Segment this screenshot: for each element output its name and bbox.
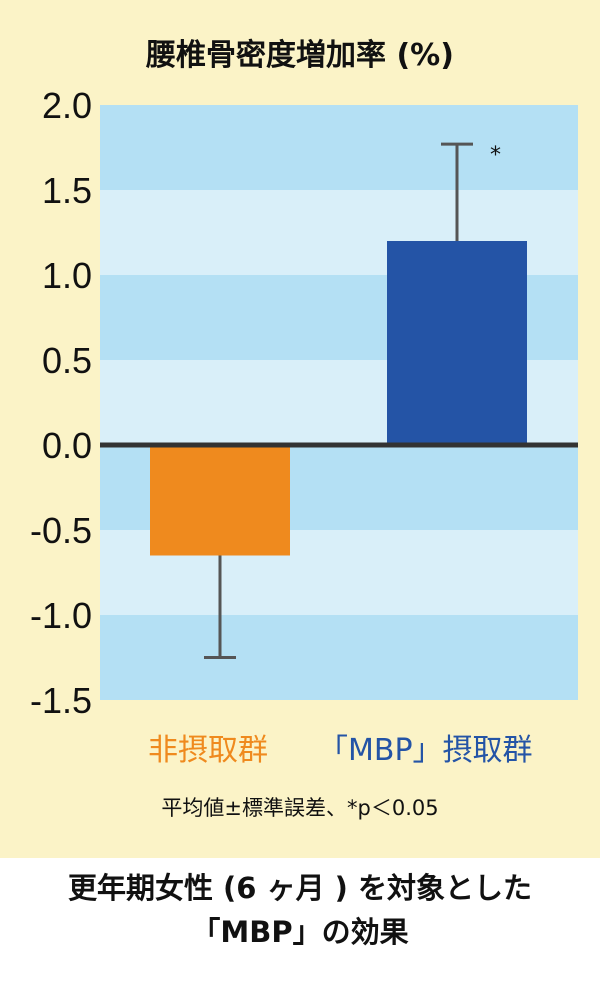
bar-non-intake [150,445,290,556]
y-tick-label: 1.0 [42,255,92,296]
figure-caption: 更年期女性 (6 ヶ月 ) を対象とした 「MBP」の効果 [0,866,600,954]
y-tick-label: 0.5 [42,340,92,381]
category-label-mbp-intake: 「MBP」摂取群 [318,733,533,768]
y-tick-label: -1.5 [30,680,92,721]
y-tick-label: 2.0 [42,85,92,126]
bar-mbp-intake [387,241,527,445]
chart-panel: 腰椎骨密度増加率 (%) 2.0 1.5 1.0 0.5 0.0 -0.5 -1.0 -1.5… [0,0,600,858]
y-tick-label: 1.5 [42,170,92,211]
chart-note: 平均値±標準誤差、*p＜0.05 [161,796,439,820]
category-label-non-intake: 非摂取群 [148,733,268,768]
y-tick-label: -1.0 [30,595,92,636]
caption-line-2: 「MBP」の効果 [191,915,409,949]
significance-marker: * [490,143,501,168]
caption-line-1: 更年期女性 (6 ヶ月 ) を対象とした [67,871,533,905]
chart-title: 腰椎骨密度増加率 (%) [146,38,454,73]
y-tick-label: -0.5 [30,510,92,551]
grid-band [100,615,578,700]
bar-chart: 2.0 1.5 1.0 0.5 0.0 -0.5 -1.0 -1.5 * [30,85,578,721]
grid-band [100,105,578,190]
y-tick-label: 0.0 [42,425,92,466]
